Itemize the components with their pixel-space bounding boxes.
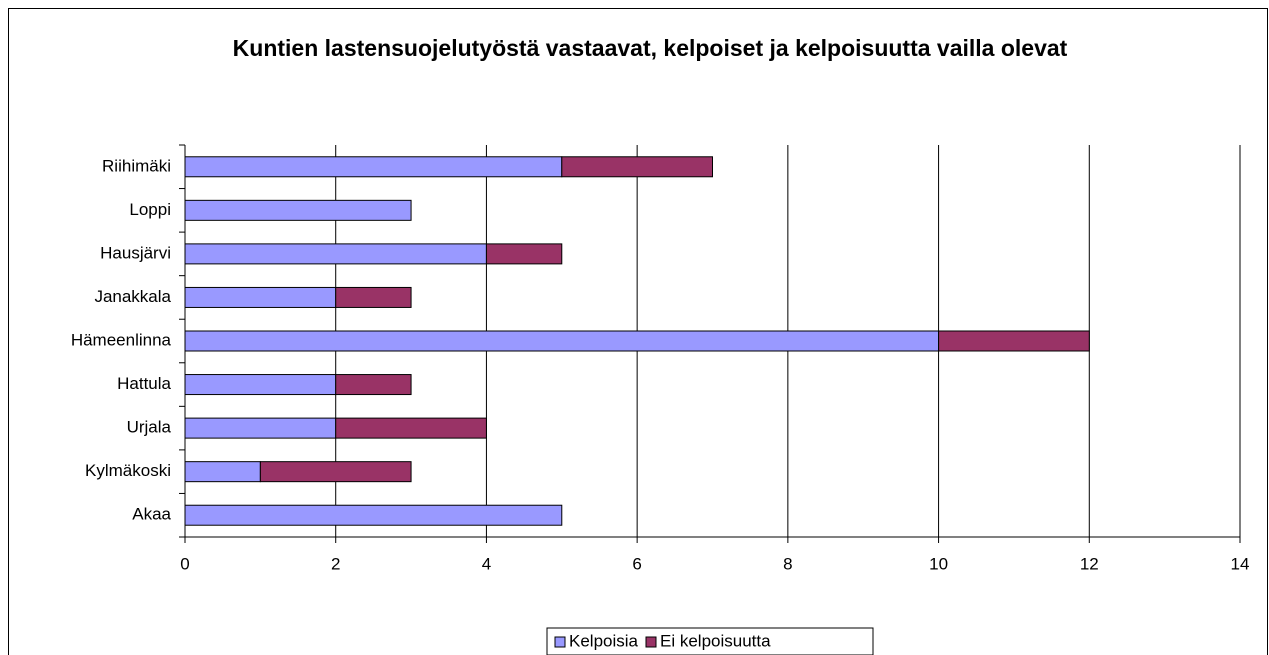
x-tick-label: 0: [180, 554, 189, 573]
bar-segment: [184, 286, 337, 308]
legend-label: Kelpoisia: [569, 631, 639, 650]
bar-segment: [184, 330, 940, 352]
bar-segment: [938, 330, 1090, 352]
title-box: Kuntien lastensuojelutyöstä vastaavat, k…: [232, 35, 1068, 61]
bar-segment: [184, 504, 563, 526]
x-tick-label: 2: [331, 554, 340, 573]
x-tick-label: 4: [482, 554, 491, 573]
bar-segment: [485, 243, 563, 265]
legend-label: Ei kelpoisuutta: [660, 631, 771, 650]
bar-segment: [335, 286, 412, 308]
x-tick-label: 8: [783, 554, 792, 573]
bar-segment: [184, 417, 337, 439]
bar-segment: [184, 374, 337, 396]
y-tick-label: Akaa: [132, 505, 171, 524]
y-tick-label: Loppi: [129, 200, 171, 219]
bar-segment: [184, 156, 563, 178]
bar-segment: [335, 374, 412, 396]
x-tick-label: 12: [1080, 554, 1099, 573]
bar-segment: [259, 461, 412, 483]
chart-title: Kuntien lastensuojelutyöstä vastaavat, k…: [232, 35, 1068, 61]
legend-swatch: [645, 636, 657, 648]
y-tick-label: Hämeenlinna: [71, 330, 172, 349]
y-tick-label: Riihimäki: [102, 156, 171, 175]
legend-box: [546, 627, 874, 655]
bar-segment: [184, 461, 261, 483]
y-tick-label: Urjala: [127, 418, 172, 437]
x-tick-label: 14: [1231, 554, 1250, 573]
y-tick-label: Kylmäkoski: [85, 461, 171, 480]
bar-segment: [335, 417, 487, 439]
x-tick-label: 10: [929, 554, 948, 573]
y-tick-label: Hausjärvi: [100, 243, 171, 262]
bar-segment: [184, 199, 412, 221]
bar-segment: [184, 243, 487, 265]
y-tick-label: Hattula: [117, 374, 171, 393]
legend-swatch: [554, 636, 566, 648]
x-tick-label: 6: [632, 554, 641, 573]
y-tick-label: Janakkala: [94, 287, 171, 306]
bar-segment: [561, 156, 713, 178]
